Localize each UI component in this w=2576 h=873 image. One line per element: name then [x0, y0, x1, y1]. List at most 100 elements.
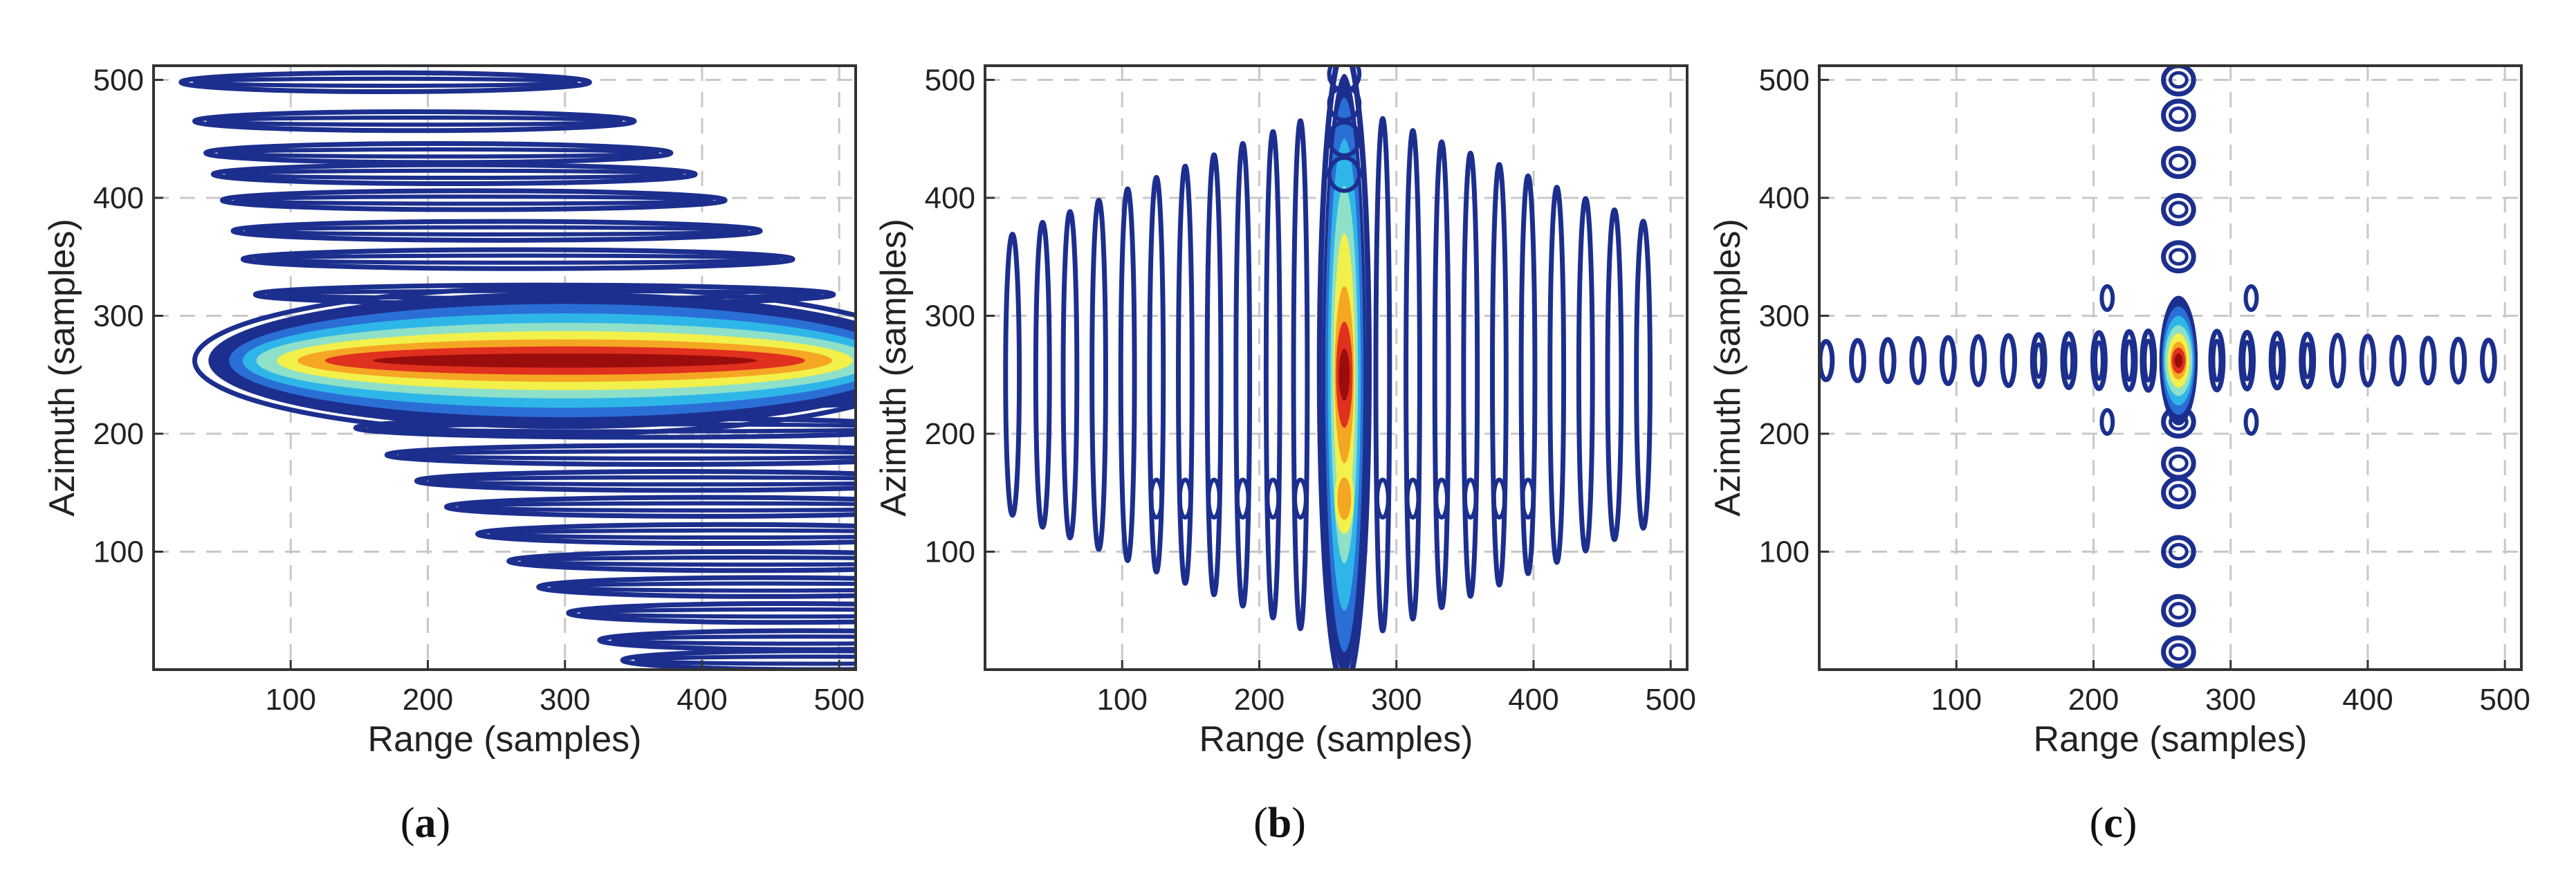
sidelobe-contour — [550, 581, 856, 593]
y-tick-label: 400 — [93, 181, 144, 215]
y-tick-label: 500 — [93, 63, 144, 97]
sidelobe-contour — [2238, 329, 2256, 392]
y-axis-label: Azimuth (samples) — [874, 219, 914, 517]
sidelobe-contour — [2093, 340, 2104, 381]
main-lobe-level — [1338, 349, 1350, 401]
top-ring-contour — [1327, 155, 1362, 193]
sidelobe-contour — [234, 194, 714, 206]
sidelobe-contour — [206, 116, 623, 127]
sidelobe-contour — [2272, 340, 2283, 380]
sidelobe-contour — [2242, 340, 2252, 382]
sidelobe-contour — [620, 648, 856, 670]
sidelobe-contour — [1089, 197, 1108, 552]
corner-lobe-contour — [2099, 284, 2115, 312]
y-tick-label: 500 — [925, 63, 975, 97]
x-tick-label: 400 — [677, 683, 727, 717]
sidelobe-contour — [2449, 336, 2467, 385]
sidelobe-contour — [611, 634, 856, 646]
sidelobe-contour — [1233, 140, 1253, 609]
sidelobe-contour — [1147, 175, 1166, 575]
sidelobe-contour — [2060, 331, 2078, 390]
sidelobe-contour — [1177, 477, 1193, 520]
x-tick-label: 300 — [540, 683, 590, 717]
sidelobe-contour — [1404, 128, 1422, 622]
vertical-ring-contour — [2169, 106, 2189, 125]
vertical-ring-contour — [2169, 201, 2189, 219]
sidelobe-contour — [1434, 477, 1450, 520]
sidelobe-contour — [220, 188, 728, 212]
y-tick-label: 200 — [93, 417, 144, 451]
axes-frame — [152, 64, 857, 671]
sidelobe-contour — [2120, 329, 2138, 392]
sidelobe-contour — [1206, 477, 1222, 520]
y-tick-label: 400 — [925, 181, 975, 215]
sidelobe-contour — [2063, 341, 2074, 380]
sidelobe-contour — [178, 70, 592, 95]
x-tick-label: 100 — [266, 683, 316, 717]
sidelobe-contour — [217, 147, 660, 159]
contour-group — [1819, 66, 2497, 669]
x-tick-label: 300 — [1371, 683, 1422, 717]
axes-frame — [984, 64, 1689, 671]
sidelobe-contour — [2033, 342, 2044, 379]
secondary-peak — [1337, 477, 1352, 520]
sidelobe-contour — [2268, 331, 2286, 391]
x-tick-label: 400 — [2342, 683, 2393, 717]
sidelobe-contour — [489, 528, 856, 540]
chart-panel-a: 100 200 300 400 500 100 200 300 400 500 Range (sam… — [42, 63, 865, 847]
y-tick-label: 300 — [1759, 299, 1810, 333]
y-tick-label: 300 — [93, 299, 144, 333]
sidelobe-contour — [428, 475, 856, 487]
contour-group — [178, 70, 856, 670]
vertical-ring-contour — [2161, 535, 2196, 569]
vertical-ring-contour — [2169, 154, 2189, 172]
vertical-ring-contour — [2161, 594, 2196, 627]
sidelobe-contour — [2124, 339, 2135, 383]
x-tick-label: 500 — [814, 683, 865, 717]
sidelobe-contour — [414, 469, 856, 493]
sidelobe-contour — [192, 109, 637, 134]
sidelobe-contour — [230, 219, 763, 243]
x-tick-label: 500 — [1646, 683, 1696, 717]
sidelobe-contour — [2208, 329, 2226, 393]
sidelobe-contour — [384, 443, 856, 467]
sidelobe-contour — [192, 76, 578, 88]
x-tick-label: 300 — [2205, 683, 2256, 717]
vertical-ring-contour — [2161, 98, 2196, 132]
sidelobe-contour — [1491, 477, 1507, 520]
sidelobe-contour — [2090, 330, 2108, 392]
sidelobe-contour — [536, 575, 856, 599]
sidelobe-contour — [1939, 335, 1957, 387]
sidelobe-contour — [1235, 477, 1251, 520]
vertical-ring-contour — [2169, 484, 2189, 502]
sidelobe-contour — [2030, 332, 2048, 389]
x-tick-label: 400 — [1508, 683, 1558, 717]
y-tick-label: 300 — [925, 299, 975, 333]
y-tick-label: 500 — [1759, 63, 1810, 97]
main-lobe-level — [2174, 353, 2183, 368]
y-tick-label: 100 — [925, 535, 975, 569]
sidelobe-contour — [1634, 219, 1653, 531]
sidelobe-contour — [1489, 162, 1509, 588]
contour-group — [1003, 66, 1653, 670]
panels: 100 200 300 400 500 100 200 300 400 500 Range (sam… — [42, 63, 2530, 847]
sidelobe-contour — [1405, 477, 1421, 520]
sidelobe-contour — [1263, 129, 1282, 621]
sidelobe-contour — [2000, 333, 2017, 389]
sidelobe-contour — [2359, 333, 2377, 388]
sidelobe-contour — [1605, 207, 1624, 542]
vertical-ring-contour — [2161, 145, 2196, 179]
sidelobe-contour — [2389, 334, 2407, 387]
y-tick-label: 100 — [1759, 535, 1810, 569]
y-tick-label: 100 — [93, 535, 144, 569]
sidelobe-contour — [566, 601, 856, 625]
top-ring-contour — [1327, 66, 1362, 93]
sidelobe-contour — [240, 247, 795, 271]
sidelobe-contour — [1879, 337, 1897, 385]
corner-lobe-contour — [2243, 284, 2259, 312]
x-axis-label: Range (samples) — [368, 719, 642, 760]
x-tick-label: 500 — [2480, 683, 2530, 717]
sidelobe-contour — [1003, 232, 1022, 518]
x-tick-label: 200 — [403, 683, 453, 717]
